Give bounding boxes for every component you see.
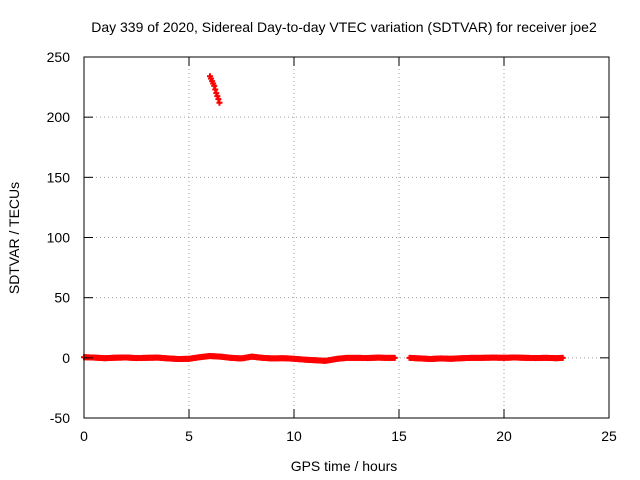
data-point — [212, 86, 219, 93]
x-tick-label: 0 — [80, 428, 88, 444]
data-point — [211, 82, 218, 89]
y-tick-label: -50 — [50, 410, 70, 426]
y-tick-label: 0 — [62, 350, 70, 366]
data-point — [391, 354, 398, 361]
data-point — [559, 354, 566, 361]
x-tick-label: 5 — [185, 428, 193, 444]
data-point — [215, 96, 222, 103]
y-axis-label: SDTVAR / TECUs — [6, 182, 22, 294]
y-tick-label: 50 — [54, 290, 70, 306]
x-tick-label: 20 — [496, 428, 512, 444]
y-tick-label: 100 — [47, 230, 71, 246]
data-point — [216, 99, 223, 106]
x-tick-label: 25 — [601, 428, 617, 444]
data-point — [213, 90, 220, 97]
data-points — [81, 73, 566, 364]
x-tick-label: 15 — [391, 428, 407, 444]
y-tick-label: 150 — [47, 169, 71, 185]
chart-title: Day 339 of 2020, Sidereal Day-to-day VTE… — [91, 19, 597, 35]
y-tick-label: 200 — [47, 109, 71, 125]
x-tick-label: 10 — [286, 428, 302, 444]
y-tick-label: 250 — [47, 49, 71, 65]
x-axis-label: GPS time / hours — [291, 458, 398, 474]
axis-ticks: 0 5 10 15 20 25 -50 0 50 100 150 200 250 — [47, 49, 617, 444]
data-point — [214, 93, 221, 100]
